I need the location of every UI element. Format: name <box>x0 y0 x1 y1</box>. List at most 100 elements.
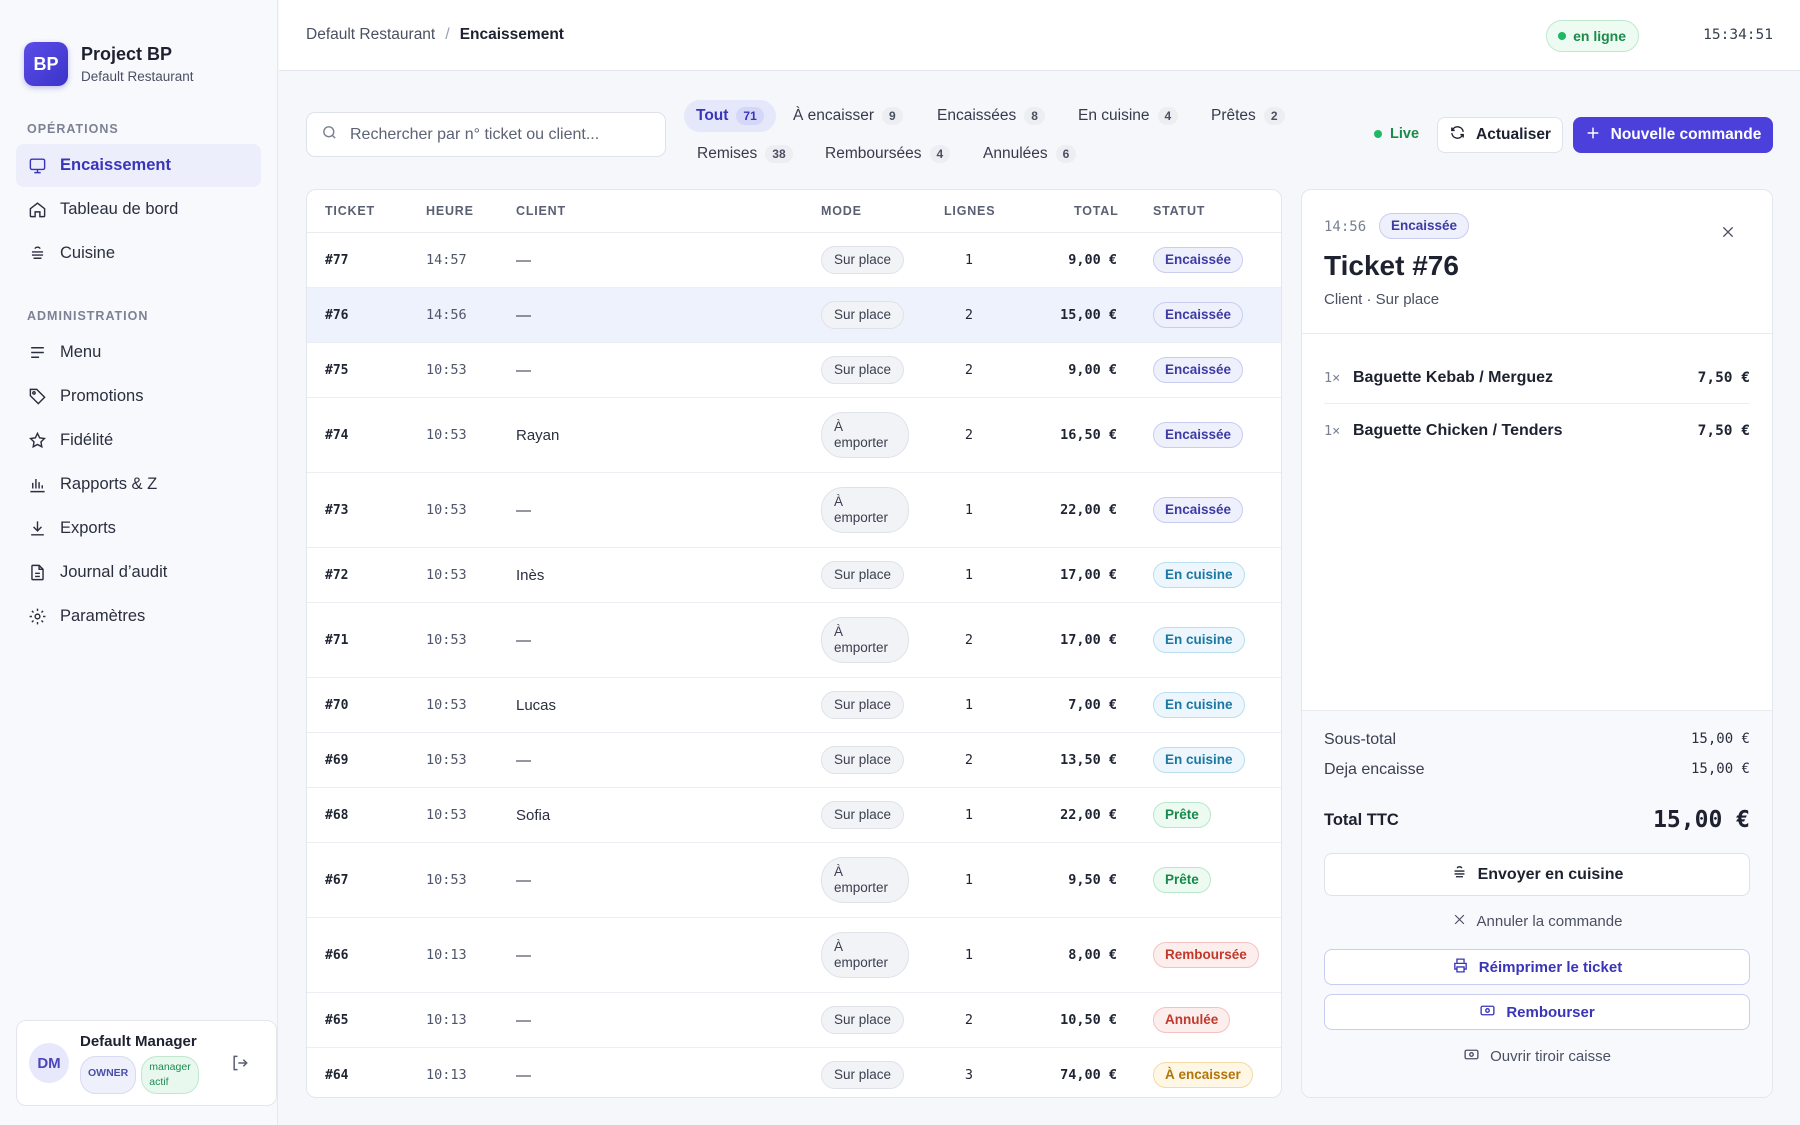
close-icon <box>1452 912 1477 931</box>
sidebar-item-menu[interactable]: Menu <box>16 331 261 374</box>
table-row[interactable]: #70 10:53 Lucas Sur place 1 7,00 € En cuisine <box>307 678 1281 733</box>
refresh-icon <box>1449 124 1476 146</box>
filter-tab-all[interactable]: Tout 71 <box>684 100 776 132</box>
table-row[interactable]: #75 10:53 — Sur place 2 9,00 € Encaissée <box>307 343 1281 398</box>
filter-tab-to-collect[interactable]: À encaisser 9 <box>781 100 915 132</box>
sidebar-item-promotions[interactable]: Promotions <box>16 375 261 418</box>
status-badge: Encaissée <box>1153 302 1244 328</box>
table-row[interactable]: #65 10:13 — Sur place 2 10,50 € Annulée <box>307 993 1281 1048</box>
column-header-client[interactable]: CLIENT <box>516 204 566 218</box>
cell-total: 17,00 € <box>1060 632 1117 648</box>
cash-drawer-icon <box>1463 1046 1490 1067</box>
column-header-time[interactable]: HEURE <box>426 204 474 218</box>
search-box[interactable] <box>306 112 666 157</box>
sidebar-item-encaissement[interactable]: Encaissement <box>16 144 261 187</box>
filter-tab-refunded[interactable]: Remboursées 4 <box>813 138 962 170</box>
table-header: TICKET HEURE CLIENT MODE LIGNES TOTAL ST… <box>307 190 1281 233</box>
cell-status: Annulée <box>1153 1007 1231 1033</box>
column-header-ticket[interactable]: TICKET <box>325 204 375 218</box>
refresh-button[interactable]: Actualiser <box>1437 117 1563 153</box>
cell-lines: 1 <box>964 252 973 268</box>
new-order-button[interactable]: Nouvelle commande <box>1573 117 1773 153</box>
mode-pill: Sur place <box>821 1006 905 1034</box>
ticket-footer: Sous-total 15,00 € Deja encaisse 15,00 €… <box>1302 710 1772 1097</box>
filter-tab-in-kitchen[interactable]: En cuisine 4 <box>1066 100 1190 132</box>
cell-mode: Sur place <box>821 301 905 329</box>
subtotal-label: Sous-total <box>1324 731 1397 748</box>
ticket-detail-header: 14:56 Encaissée Ticket #76 Client · Sur … <box>1302 190 1772 334</box>
table-row[interactable]: #68 10:53 Sofia Sur place 1 22,00 € Prête <box>307 788 1281 843</box>
mode-pill: À emporter <box>821 487 909 533</box>
column-header-lines[interactable]: LIGNES <box>944 204 996 218</box>
search-input[interactable] <box>350 125 650 144</box>
table-row[interactable]: #69 10:53 — Sur place 2 13,50 € En cuisine <box>307 733 1281 788</box>
cell-client: — <box>516 946 531 964</box>
brand[interactable]: BP Project BP Default Restaurant <box>0 0 277 100</box>
cell-time: 10:53 <box>426 697 467 713</box>
logout-icon[interactable] <box>230 1053 250 1073</box>
table-row[interactable]: #72 10:53 Inès Sur place 1 17,00 € En cuisine <box>307 548 1281 603</box>
orders-table: TICKET HEURE CLIENT MODE LIGNES TOTAL ST… <box>306 189 1282 1098</box>
sidebar-item-exports[interactable]: Exports <box>16 507 261 550</box>
filter-count: 71 <box>736 107 764 125</box>
sidebar-item-reports[interactable]: Rapports & Z <box>16 463 261 506</box>
cell-lines: 2 <box>964 752 973 768</box>
subtotal-value: 15,00 € <box>1690 731 1750 747</box>
breadcrumb-root[interactable]: Default Restaurant <box>306 26 436 43</box>
role-badge: OWNER <box>80 1055 137 1094</box>
table-row[interactable]: #74 10:53 Rayan À emporter 2 16,50 € Encaissée <box>307 398 1281 473</box>
column-header-mode[interactable]: MODE <box>821 204 862 218</box>
cell-ticket: #64 <box>325 1067 349 1083</box>
brand-subtitle: Default Restaurant <box>81 69 194 84</box>
table-row[interactable]: #71 10:53 — À emporter 2 17,00 € En cuisine <box>307 603 1281 678</box>
cell-status: Encaissée <box>1153 247 1244 273</box>
table-row[interactable]: #73 10:53 — À emporter 1 22,00 € Encaissée <box>307 473 1281 548</box>
sidebar-item-label: Tableau de bord <box>60 200 179 218</box>
cell-time: 14:57 <box>426 252 467 268</box>
close-icon[interactable] <box>1720 224 1736 240</box>
cell-client: — <box>516 631 531 649</box>
table-row[interactable]: #66 10:13 — À emporter 1 8,00 € Remboursée <box>307 918 1281 993</box>
open-cash-drawer-button[interactable]: Ouvrir tiroir caisse <box>1324 1041 1750 1071</box>
status-badge: En cuisine <box>1153 747 1245 773</box>
cancel-order-button[interactable]: Annuler la commande <box>1324 906 1750 936</box>
cell-total: 15,00 € <box>1060 307 1117 323</box>
cell-time: 10:53 <box>426 362 467 378</box>
line-qty: 1× <box>1324 423 1341 439</box>
cell-time: 10:13 <box>426 1012 467 1028</box>
filter-tab-collected[interactable]: Encaissées 8 <box>925 100 1057 132</box>
filter-tab-ready[interactable]: Prêtes 2 <box>1199 100 1297 132</box>
line-qty: 1× <box>1324 369 1341 386</box>
ticket-status-badge: Encaissée <box>1379 213 1470 239</box>
filter-count: 4 <box>929 145 951 163</box>
sidebar-item-settings[interactable]: Paramètres <box>16 595 261 638</box>
sidebar-item-loyalty[interactable]: Fidélité <box>16 419 261 462</box>
table-row[interactable]: #76 14:56 — Sur place 2 15,00 € Encaissée <box>307 288 1281 343</box>
cell-mode: Sur place <box>821 691 905 719</box>
filter-tab-discounts[interactable]: Remises 38 <box>685 138 805 170</box>
reprint-ticket-button[interactable]: Réimprimer le ticket <box>1324 949 1750 985</box>
table-row[interactable]: #77 14:57 — Sur place 1 9,00 € Encaissée <box>307 233 1281 288</box>
topbar: Default Restaurant / Encaissement en lig… <box>279 0 1800 71</box>
send-to-kitchen-button[interactable]: Envoyer en cuisine <box>1324 853 1750 896</box>
sidebar-item-label: Exports <box>60 519 116 537</box>
table-row[interactable]: #64 10:13 — Sur place 3 74,00 € À encaisser <box>307 1048 1281 1097</box>
refund-button[interactable]: Rembourser <box>1324 994 1750 1030</box>
cell-total: 10,50 € <box>1060 1012 1117 1028</box>
sidebar-item-audit-log[interactable]: Journal d’audit <box>16 551 261 594</box>
sidebar-item-kitchen[interactable]: Cuisine <box>16 232 261 275</box>
column-header-total[interactable]: TOTAL <box>1074 204 1119 218</box>
cell-ticket: #71 <box>325 632 349 648</box>
cell-time: 10:53 <box>426 752 467 768</box>
search-icon <box>321 124 338 146</box>
sidebar-item-dashboard[interactable]: Tableau de bord <box>16 188 261 231</box>
cell-total: 7,00 € <box>1068 697 1117 713</box>
column-header-status[interactable]: STATUT <box>1153 204 1206 218</box>
table-row[interactable]: #67 10:53 — À emporter 1 9,50 € Prête <box>307 843 1281 918</box>
status-badge: manager actif <box>141 1055 199 1094</box>
filter-tab-cancelled[interactable]: Annulées 6 <box>971 138 1088 170</box>
status-badge: Remboursée <box>1153 942 1259 968</box>
paid-label: Deja encaisse <box>1324 761 1425 778</box>
total-value: 15,00 € <box>1653 807 1750 833</box>
cell-ticket: #73 <box>325 502 349 518</box>
